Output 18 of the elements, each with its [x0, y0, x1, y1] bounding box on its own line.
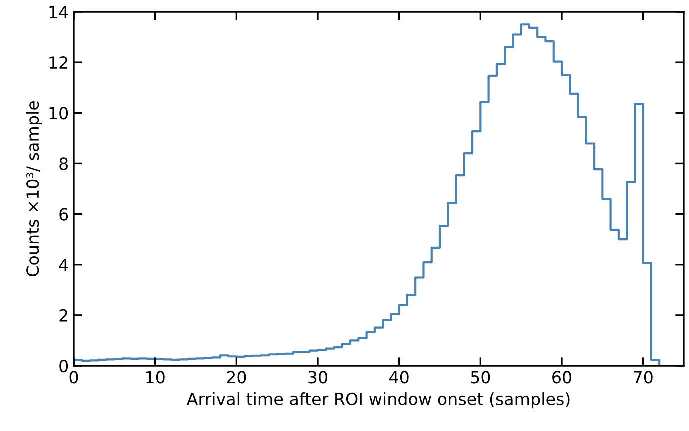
y-tick-label: 8: [60, 158, 68, 170]
x-axis-title: Arrival time after ROI window onset (samples): [186, 392, 570, 409]
x-tick-label: 0: [70, 371, 78, 384]
x-tick-label: 50: [471, 371, 490, 384]
y-tick-label: 4: [59, 259, 68, 272]
x-tick-label: 60: [552, 371, 572, 384]
y-tick-label: 6: [60, 208, 68, 221]
y-tick-label: 2: [60, 309, 68, 322]
x-tick-label: 30: [308, 371, 328, 384]
x-tick-label: 20: [227, 371, 246, 384]
x-tick-label: 10: [146, 371, 165, 384]
y-tick-label: 10: [50, 107, 68, 120]
x-tick-label: 40: [390, 371, 409, 384]
y-tick-label: 12: [50, 56, 68, 69]
x-tick-label: 70: [634, 371, 653, 384]
y-axis-title: Counts ×10³/ sample: [26, 101, 42, 276]
y-tick-label: 14: [50, 6, 68, 18]
y-tick-label: 0: [60, 360, 68, 373]
